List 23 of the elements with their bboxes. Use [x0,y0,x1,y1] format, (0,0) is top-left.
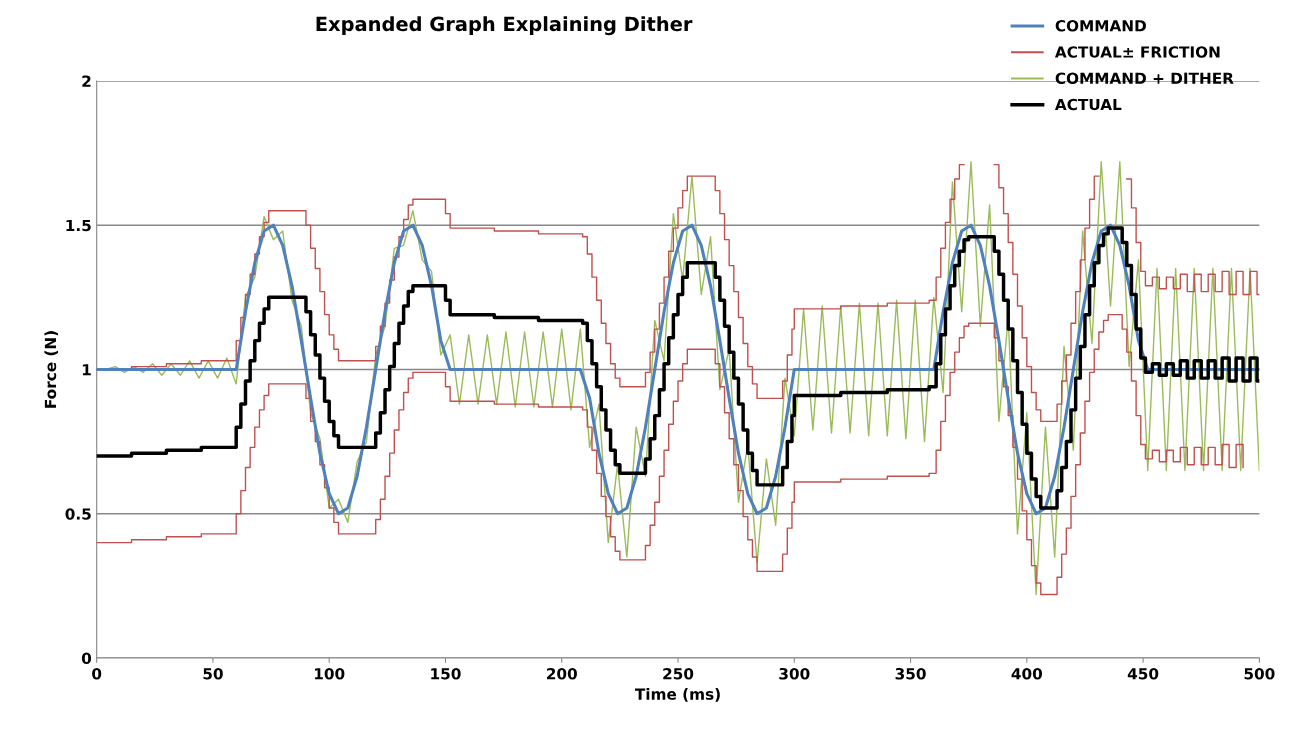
y-tick-label: 0.5 [65,508,91,520]
y-tick-label: 2 [82,75,91,87]
y-tick-label: 0 [81,652,92,665]
y-axis-title: Force (N) [44,331,59,408]
x-tick-label: 0 [92,667,102,680]
legend-label: ACTUAL± FRICTION [1054,46,1220,58]
x-tick-label: 400 [1011,667,1043,680]
x-tick-label: 200 [547,667,577,680]
x-tick-label: 500 [1244,667,1275,680]
chart-title: Expanded Graph Explaining Dither [316,16,693,36]
x-tick-label: 100 [314,667,345,680]
x-tick-label: 450 [1127,667,1159,680]
legend-label: COMMAND + DITHER [1055,72,1234,85]
x-axis-title: Time (ms) [634,688,720,702]
x-tick-label: 350 [895,667,926,680]
y-tick-label: 1.5 [66,219,91,232]
x-tick-label: 300 [779,667,810,680]
legend-label: ACTUAL [1054,98,1122,111]
x-tick-label: 150 [431,667,461,680]
x-tick-label: 250 [663,667,694,680]
y-tick-label: 1 [82,364,91,376]
x-tick-label: 50 [203,667,223,680]
legend-label: COMMAND [1055,19,1146,32]
